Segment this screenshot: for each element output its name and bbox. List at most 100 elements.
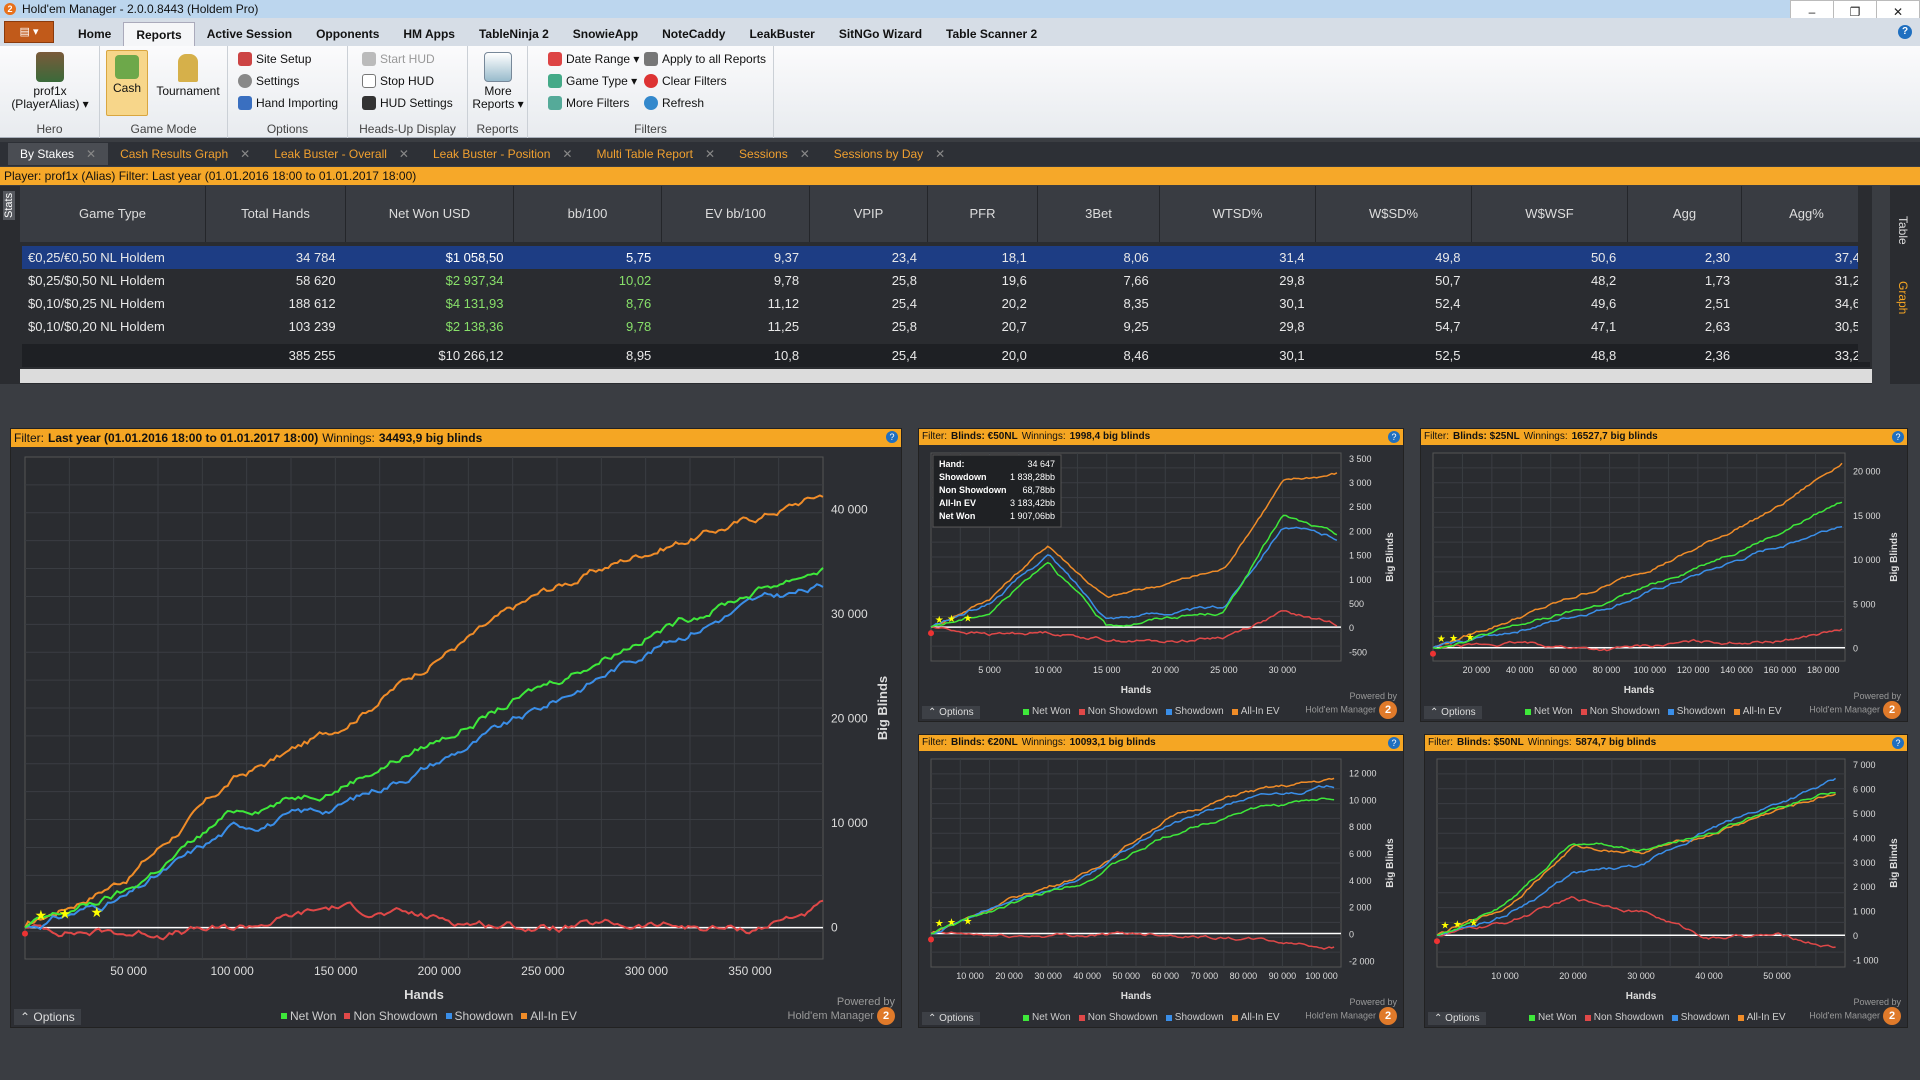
app-menu-button[interactable]: ▤ ▾ — [4, 21, 54, 43]
help-icon[interactable]: ? — [1388, 431, 1400, 443]
legend-item[interactable]: Showdown — [1165, 1012, 1224, 1023]
column-header[interactable]: EV bb/100 — [662, 186, 810, 242]
menu-hm-apps[interactable]: HM Apps — [403, 27, 455, 41]
graph-options-button[interactable]: ⌃ Options — [1428, 1012, 1486, 1025]
settings-button[interactable]: Settings — [238, 74, 299, 88]
help-icon[interactable]: ? — [1898, 25, 1912, 39]
hud-settings-button[interactable]: HUD Settings — [362, 96, 453, 110]
legend-item[interactable]: All-In EV — [1733, 706, 1782, 717]
close-tab-icon[interactable]: ✕ — [935, 147, 946, 161]
column-header[interactable]: W$SD% — [1316, 186, 1472, 242]
table-row[interactable]: $0,25/$0,50 NL Holdem 58 620 $2 937,34 10,0… — [22, 269, 1870, 292]
legend-swatch — [1231, 1014, 1238, 1021]
graph-filter: Filter: — [1428, 737, 1453, 748]
site-setup-button[interactable]: Site Setup — [238, 52, 311, 66]
column-header[interactable]: Agg — [1628, 186, 1742, 242]
legend-swatch — [1023, 708, 1029, 715]
legend-item[interactable]: Net Won — [281, 1009, 336, 1023]
legend-item[interactable]: Net Won — [1525, 706, 1573, 717]
menu-table-scanner[interactable]: Table Scanner 2 — [946, 27, 1038, 41]
graph-options-button[interactable]: ⌃ Options — [1424, 706, 1482, 719]
graph-options-button[interactable]: ⌃ Options — [922, 706, 980, 719]
stats-side-tab[interactable]: Stats — [0, 186, 20, 384]
date-range-button[interactable]: Date Range ▾ — [548, 52, 639, 66]
column-header[interactable]: 3Bet — [1038, 186, 1160, 242]
close-tab-icon[interactable]: ✕ — [799, 147, 810, 161]
clear-filters-button[interactable]: Clear Filters — [644, 74, 727, 88]
menu-tableninja[interactable]: TableNinja 2 — [478, 27, 549, 41]
game-type-button[interactable]: Game Type ▾ — [548, 74, 637, 88]
tab-leak-buster-position[interactable]: Leak Buster - Position ✕ — [421, 143, 584, 165]
legend-item[interactable]: Net Won — [1023, 1012, 1071, 1023]
start-hud-button[interactable]: Start HUD — [362, 52, 435, 66]
legend-item[interactable]: Net Won — [1529, 1012, 1577, 1023]
legend-item[interactable]: Non Showdown — [1078, 1012, 1158, 1023]
table-row[interactable]: $0,10/$0,25 NL Holdem 188 612 $4 131,93 8,7… — [22, 292, 1870, 315]
tab-leak-buster-overall[interactable]: Leak Buster - Overall ✕ — [262, 143, 421, 165]
more-filters-button[interactable]: More Filters — [548, 96, 629, 110]
column-header[interactable]: PFR — [928, 186, 1038, 242]
legend-item[interactable]: Net Won — [1023, 706, 1071, 717]
column-header[interactable]: Net Won USD — [346, 186, 514, 242]
menu-opponents[interactable]: Opponents — [316, 27, 380, 41]
apply-all-reports-button[interactable]: Apply to all Reports — [644, 52, 766, 66]
menu-leakbuster[interactable]: LeakBuster — [749, 27, 815, 41]
graph-winnings: 1998,4 big blinds — [1069, 431, 1151, 442]
menu-active-session[interactable]: Active Session — [206, 27, 293, 41]
close-tab-icon[interactable]: ✕ — [704, 147, 716, 161]
legend-item[interactable]: Non Showdown — [1584, 1012, 1664, 1023]
stop-hud-button[interactable]: Stop HUD — [362, 74, 434, 88]
tab-sessions-by-day[interactable]: Sessions by Day ✕ — [822, 143, 957, 165]
table-row[interactable]: $0,10/$0,20 NL Holdem 103 239 $2 138,36 9,7… — [22, 315, 1870, 338]
horizontal-scrollbar[interactable] — [20, 369, 1872, 383]
more-reports-button[interactable]: More Reports ▾ — [472, 52, 524, 111]
cash-button[interactable]: Cash — [106, 50, 148, 116]
help-icon[interactable]: ? — [1892, 431, 1904, 443]
hand-importing-button[interactable]: Hand Importing — [238, 96, 338, 110]
column-header[interactable]: Agg% — [1742, 186, 1872, 242]
graph-options-button[interactable]: ⌃ Options — [14, 1009, 81, 1025]
close-tab-icon[interactable]: ✕ — [398, 147, 409, 161]
legend-item[interactable]: Showdown — [1165, 706, 1224, 717]
table-side-tab[interactable]: Table — [1896, 216, 1910, 245]
column-header[interactable]: WTSD% — [1160, 186, 1316, 242]
legend-item[interactable]: Showdown — [1671, 1012, 1730, 1023]
menu-reports[interactable]: Reports — [123, 22, 195, 46]
tournament-button[interactable]: Tournament — [152, 54, 224, 98]
column-header[interactable]: VPIP — [810, 186, 928, 242]
tab-by-stakes[interactable]: By Stakes ✕ — [8, 143, 109, 165]
close-tab-icon[interactable]: ✕ — [86, 147, 97, 161]
column-header[interactable]: Game Type — [20, 186, 206, 242]
refresh-button[interactable]: Refresh — [644, 96, 704, 110]
close-tab-icon[interactable]: ✕ — [562, 147, 573, 161]
column-header[interactable]: Total Hands — [206, 186, 346, 242]
vertical-scrollbar[interactable] — [1858, 186, 1872, 362]
legend-item[interactable]: All-In EV — [1737, 1012, 1786, 1023]
graph-side-tab[interactable]: Graph — [1896, 281, 1910, 315]
tab-cash-results-graph[interactable]: Cash Results Graph ✕ — [108, 143, 262, 165]
help-icon[interactable]: ? — [1388, 737, 1400, 749]
legend-item[interactable]: Non Showdown — [1078, 706, 1158, 717]
menu-sitngo-wizard[interactable]: SitNGo Wizard — [838, 27, 923, 41]
help-icon[interactable]: ? — [886, 431, 898, 443]
legend-item[interactable]: Showdown — [445, 1009, 513, 1023]
legend-item[interactable]: Non Showdown — [344, 1009, 438, 1023]
legend-item[interactable]: Showdown — [1667, 706, 1726, 717]
close-tab-icon[interactable]: ✕ — [240, 147, 251, 161]
tab-sessions[interactable]: Sessions ✕ — [727, 143, 822, 165]
powered-by-logo: Powered by Hold'em Manager 2 — [788, 997, 895, 1025]
menu-notecaddy[interactable]: NoteCaddy — [662, 27, 726, 41]
tab-multi-table-report[interactable]: Multi Table Report ✕ — [584, 143, 727, 165]
menu-home[interactable]: Home — [78, 27, 112, 41]
legend-item[interactable]: Non Showdown — [1580, 706, 1660, 717]
table-row[interactable]: €0,25/€0,50 NL Holdem 34 784 $1 058,50 5,75… — [22, 246, 1870, 269]
legend-item[interactable]: All-In EV — [1231, 706, 1280, 717]
menu-snowieapp[interactable]: SnowieApp — [572, 27, 639, 41]
column-header[interactable]: W$WSF — [1472, 186, 1628, 242]
legend-item[interactable]: All-In EV — [1231, 1012, 1280, 1023]
hero-button[interactable]: prof1x (PlayerAlias) ▾ — [8, 52, 92, 111]
legend-item[interactable]: All-In EV — [521, 1009, 577, 1023]
help-icon[interactable]: ? — [1892, 737, 1904, 749]
graph-options-button[interactable]: ⌃ Options — [922, 1012, 980, 1025]
column-header[interactable]: bb/100 — [514, 186, 662, 242]
